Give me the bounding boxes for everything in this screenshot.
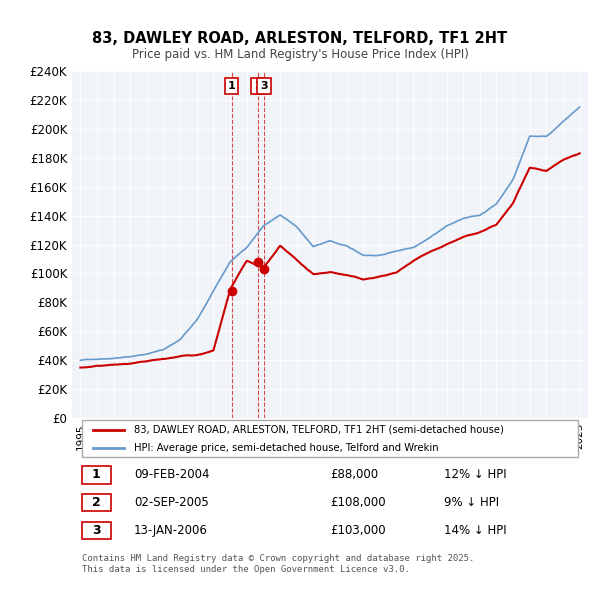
Text: 1: 1 xyxy=(228,81,236,91)
FancyBboxPatch shape xyxy=(82,420,578,457)
Text: 09-FEB-2004: 09-FEB-2004 xyxy=(134,468,209,481)
FancyBboxPatch shape xyxy=(82,466,110,484)
Text: Contains HM Land Registry data © Crown copyright and database right 2025.
This d: Contains HM Land Registry data © Crown c… xyxy=(82,554,475,573)
Text: 12% ↓ HPI: 12% ↓ HPI xyxy=(443,468,506,481)
Text: £108,000: £108,000 xyxy=(330,496,386,509)
Text: 02-SEP-2005: 02-SEP-2005 xyxy=(134,496,209,509)
Text: 2: 2 xyxy=(254,81,262,91)
Text: 83, DAWLEY ROAD, ARLESTON, TELFORD, TF1 2HT: 83, DAWLEY ROAD, ARLESTON, TELFORD, TF1 … xyxy=(92,31,508,46)
Text: 14% ↓ HPI: 14% ↓ HPI xyxy=(443,524,506,537)
Text: 13-JAN-2006: 13-JAN-2006 xyxy=(134,524,208,537)
Text: 2: 2 xyxy=(92,496,101,509)
Text: 3: 3 xyxy=(260,81,268,91)
Text: 1: 1 xyxy=(92,468,101,481)
Text: 83, DAWLEY ROAD, ARLESTON, TELFORD, TF1 2HT (semi-detached house): 83, DAWLEY ROAD, ARLESTON, TELFORD, TF1 … xyxy=(134,425,504,435)
Text: £88,000: £88,000 xyxy=(330,468,378,481)
FancyBboxPatch shape xyxy=(82,522,110,539)
Text: HPI: Average price, semi-detached house, Telford and Wrekin: HPI: Average price, semi-detached house,… xyxy=(134,443,439,453)
Text: Price paid vs. HM Land Registry's House Price Index (HPI): Price paid vs. HM Land Registry's House … xyxy=(131,48,469,61)
Text: 9% ↓ HPI: 9% ↓ HPI xyxy=(443,496,499,509)
FancyBboxPatch shape xyxy=(82,494,110,512)
Text: 3: 3 xyxy=(92,524,101,537)
Text: £103,000: £103,000 xyxy=(330,524,386,537)
